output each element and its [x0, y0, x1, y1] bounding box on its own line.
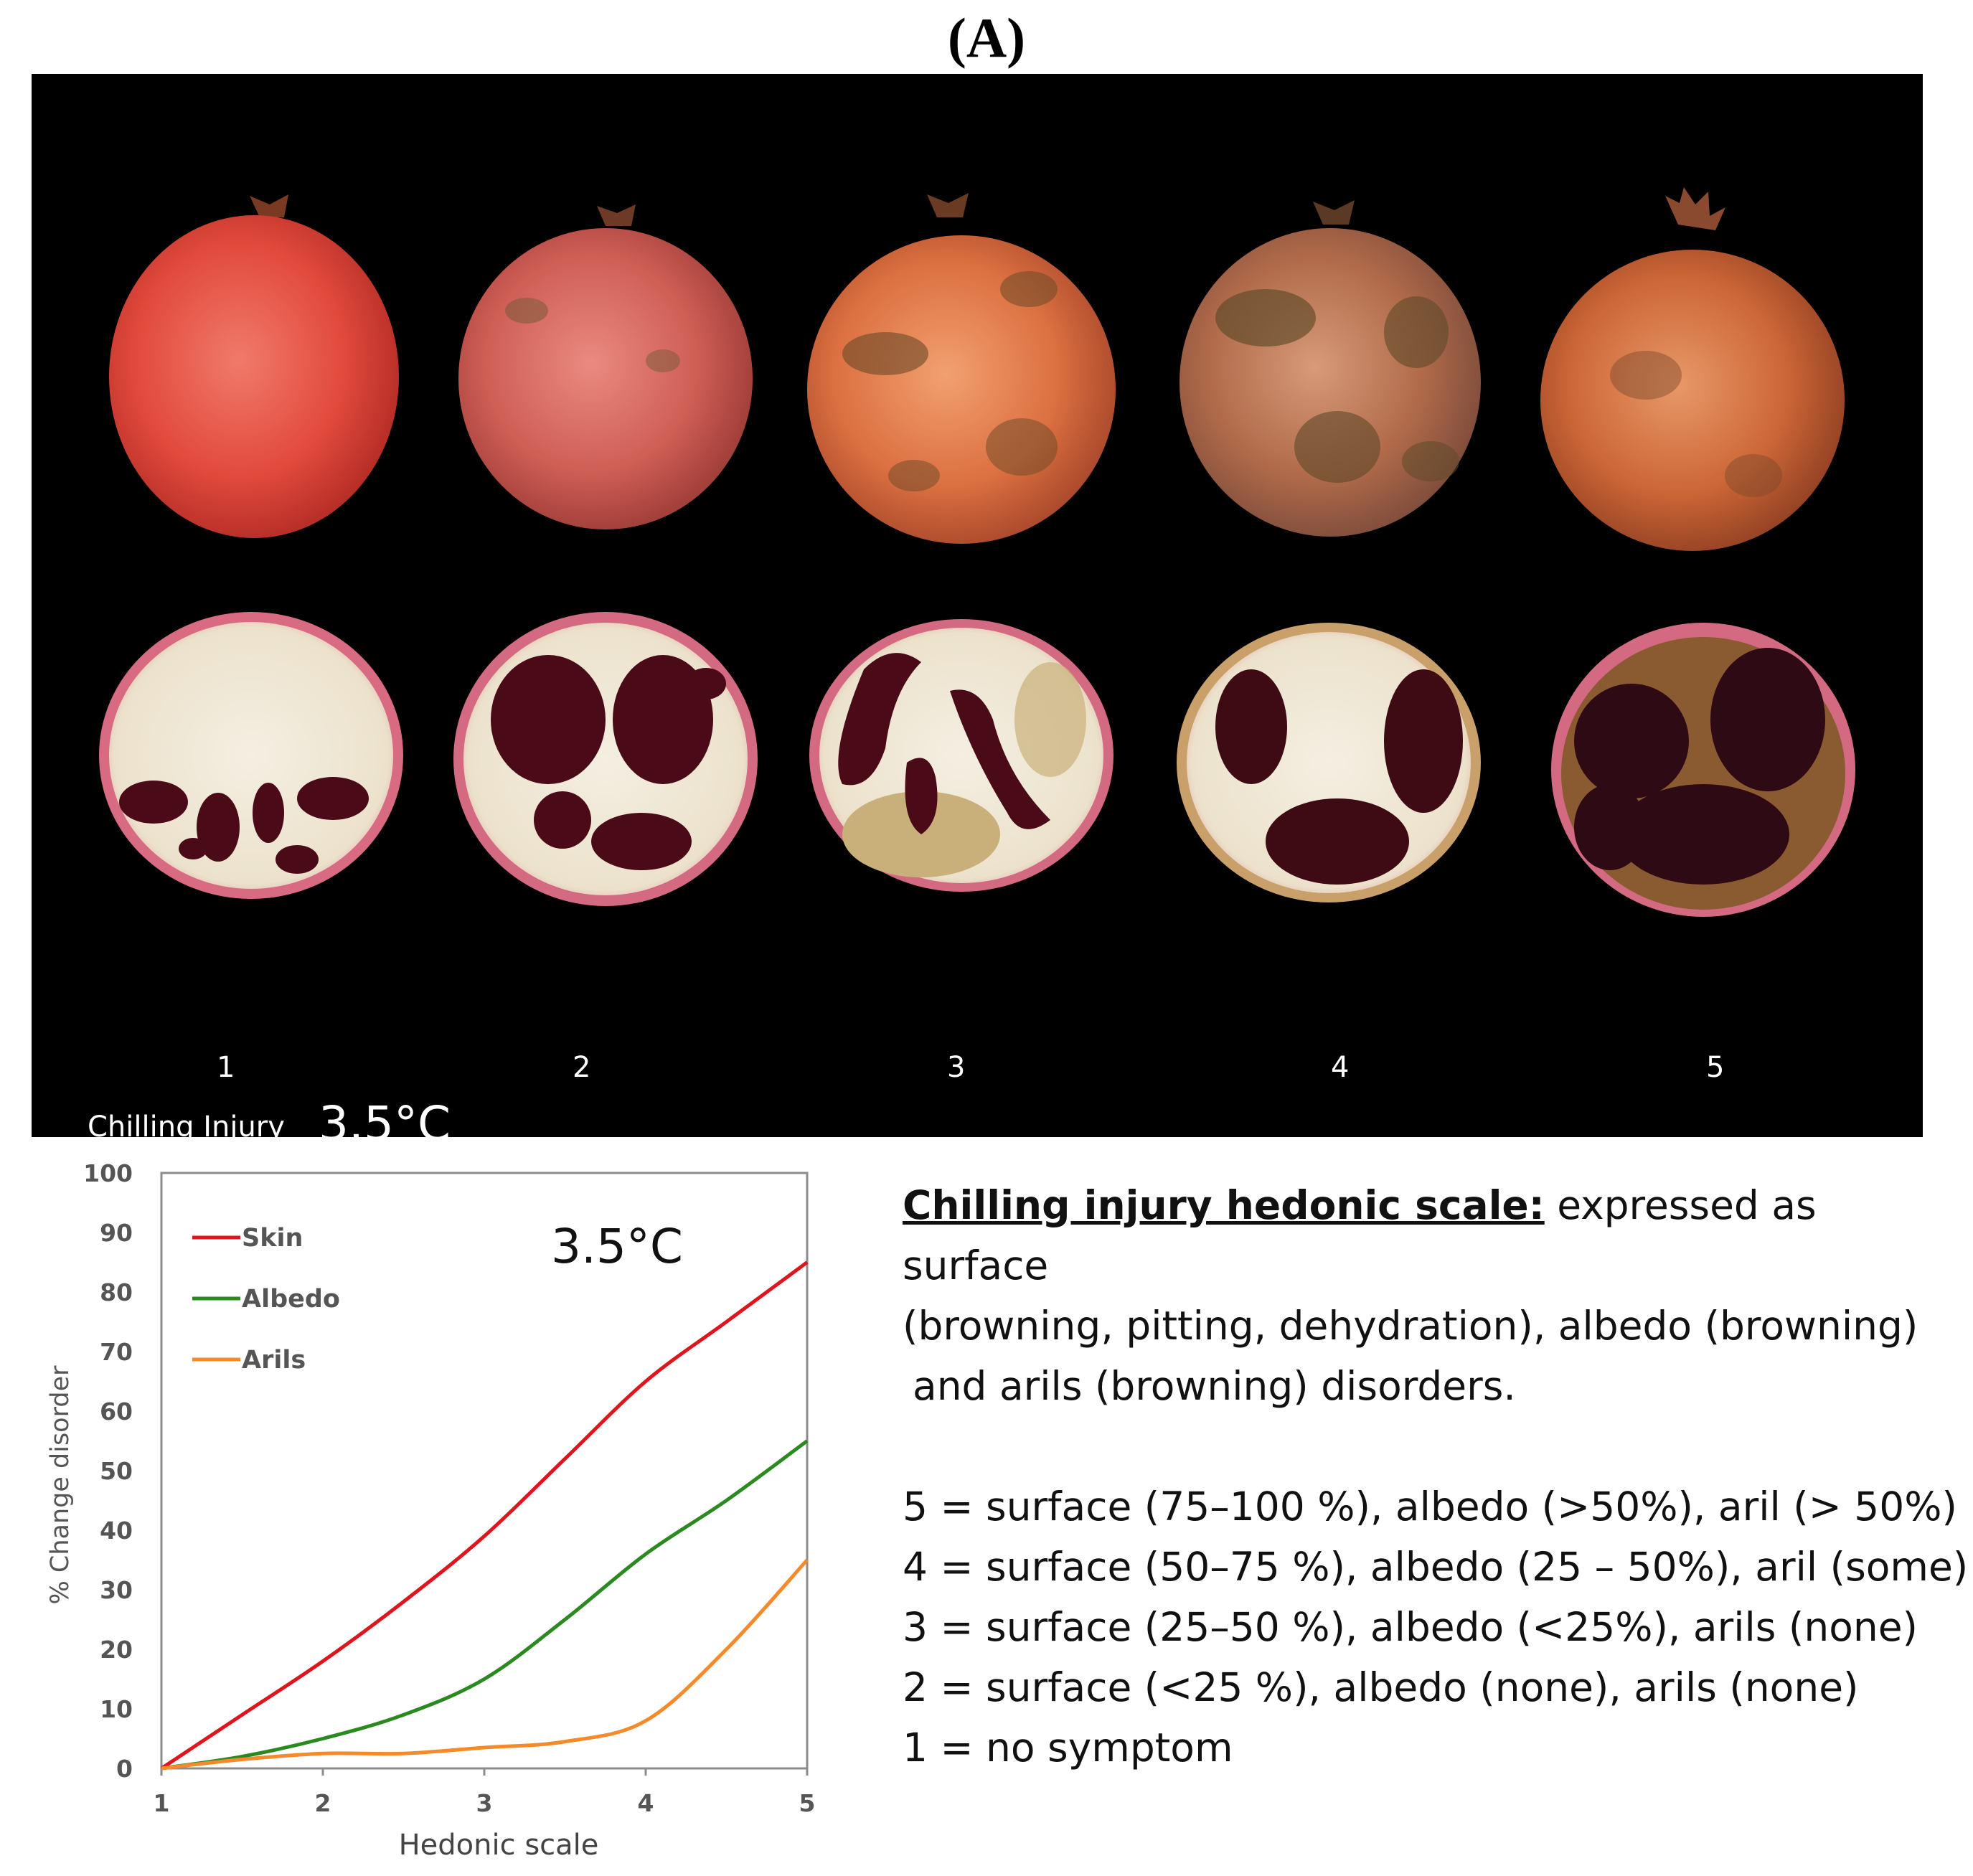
scale-items: 5 = surface (75–100 %), albedo (>50%), a…	[903, 1476, 1969, 1778]
x-tick-label: 4	[638, 1789, 654, 1817]
scale-intro-line-2: (browning, pitting, dehydration), albedo…	[903, 1303, 1918, 1349]
x-axis-label: Hedonic scale	[399, 1829, 599, 1862]
scale-heading: Chilling injury hedonic scale:	[903, 1182, 1545, 1228]
whole-fruit-1	[109, 194, 399, 538]
x-tick-label: 3	[476, 1789, 493, 1817]
scale-item: 2 = surface (<25 %), albedo (none), aril…	[903, 1664, 1859, 1710]
y-axis-label: % Change disorder	[46, 1365, 75, 1605]
grade-label-2: 2	[573, 1051, 591, 1084]
y-tick-label: 0	[116, 1755, 133, 1783]
whole-fruit-2	[458, 204, 753, 529]
cut-fruit-1	[99, 612, 403, 899]
y-tick-label: 60	[100, 1397, 133, 1425]
scale-item: 4 = surface (50–75 %), albedo (25 – 50%)…	[903, 1544, 1969, 1590]
y-tick-label: 50	[100, 1457, 133, 1485]
y-tick-label: 40	[100, 1517, 133, 1545]
whole-fruit-4	[1179, 200, 1481, 537]
scale-intro-line-1: expressed as surface	[903, 1182, 1817, 1288]
whole-fruit-5	[1540, 187, 1845, 551]
y-tick-label: 20	[100, 1636, 133, 1664]
cut-fruit-3	[809, 619, 1113, 892]
photo-caption: Chilling Injury	[88, 1111, 285, 1144]
panel-label: (A)	[947, 6, 1026, 69]
y-tick-label: 90	[100, 1219, 133, 1247]
grade-label-3: 3	[947, 1051, 966, 1084]
photo-temperature: 3.5°C	[319, 1096, 451, 1151]
grade-label-1: 1	[217, 1051, 235, 1084]
scale-item: 1 = no symptom	[903, 1725, 1233, 1771]
hedonic-scale-description: Chilling injury hedonic scale: expressed…	[903, 1175, 1969, 1778]
series-line-arils	[161, 1558, 809, 1771]
cut-fruit-2	[453, 612, 758, 906]
legend-label: Albedo	[242, 1285, 340, 1314]
x-tick-label: 1	[154, 1789, 170, 1817]
chart-title: 3.5°C	[551, 1219, 683, 1274]
pomegranate-photo	[99, 187, 1855, 917]
legend-label: Arils	[242, 1346, 306, 1375]
pomegranate-photo-panel: 1 2 3 4 5 Chilling Injury 3.5°C	[32, 74, 1923, 1151]
grade-label-5: 5	[1706, 1051, 1725, 1084]
y-tick-label: 80	[100, 1278, 133, 1306]
grade-label-4: 4	[1331, 1051, 1350, 1084]
y-tick-label: 100	[83, 1159, 133, 1187]
cut-fruit-5	[1551, 623, 1855, 917]
series-line-skin	[160, 1260, 809, 1771]
y-tick-label: 10	[100, 1695, 133, 1723]
whole-fruit-3	[807, 193, 1116, 544]
scale-item: 3 = surface (25–50 %), albedo (<25%), ar…	[903, 1604, 1918, 1650]
scale-intro-line-3: and arils (browning) disorders.	[913, 1363, 1516, 1409]
series-line-albedo	[161, 1439, 809, 1771]
scale-intro: Chilling injury hedonic scale: expressed…	[903, 1175, 1964, 1416]
scale-item: 5 = surface (75–100 %), albedo (>50%), a…	[903, 1484, 1957, 1529]
x-tick-label: 2	[315, 1789, 331, 1817]
legend-label: Skin	[242, 1224, 303, 1253]
x-tick-label: 5	[799, 1789, 816, 1817]
y-tick-label: 70	[100, 1338, 133, 1366]
chilling-chart: 0 10 20 30 40 50 60 70 80 90 100 1 2 3 4 5 Hedonic scale…	[46, 1159, 816, 1862]
y-tick-label: 30	[100, 1576, 133, 1604]
cut-fruit-4	[1177, 623, 1481, 902]
